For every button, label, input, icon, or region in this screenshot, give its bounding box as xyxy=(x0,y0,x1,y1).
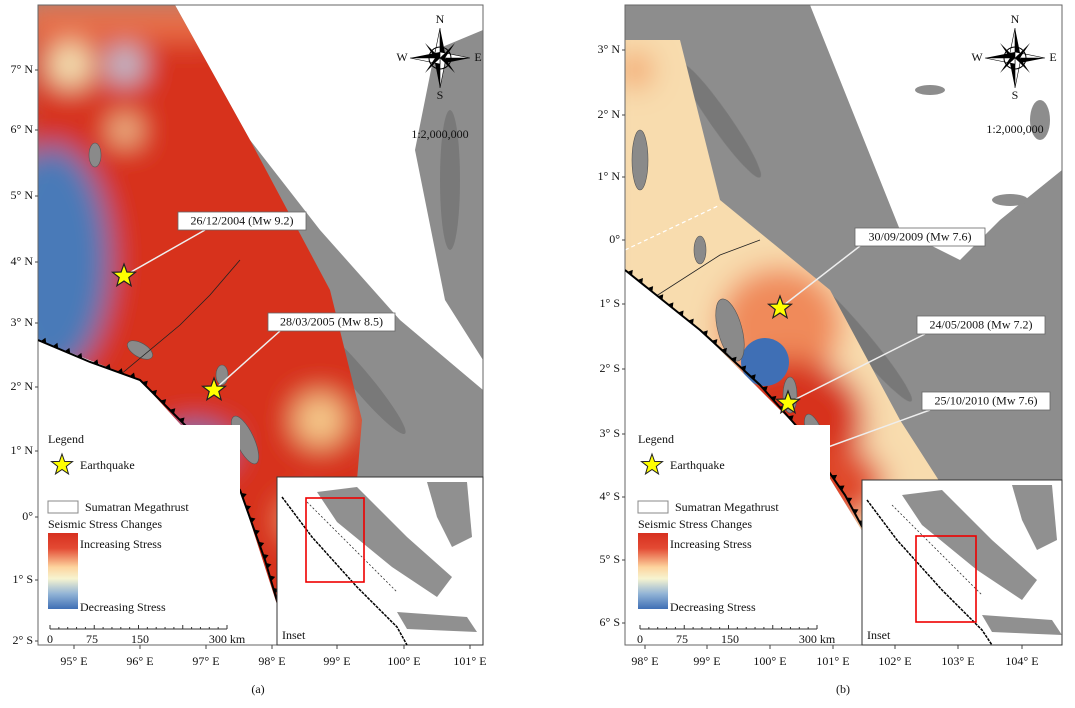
lat-label: 2° S xyxy=(600,361,620,375)
legend-gradient xyxy=(638,533,668,609)
lat-label: 2° N xyxy=(598,107,621,121)
lat-label: 1° N xyxy=(598,169,621,183)
lon-label: 97° E xyxy=(192,654,219,668)
lon-label: 99° E xyxy=(693,654,720,668)
lon-label: 101° E xyxy=(816,654,849,668)
lat-label: 1° N xyxy=(11,443,34,457)
legend-megathrust-swatch xyxy=(638,501,668,513)
event-label: 26/12/2004 (Mw 9.2) xyxy=(191,213,294,227)
lat-label: 6° S xyxy=(600,615,620,629)
legend-title: Legend xyxy=(48,432,84,446)
scale-ratio: 1:2,000,000 xyxy=(986,122,1043,136)
scale-label: 150 xyxy=(131,632,149,646)
lon-label: 101° E xyxy=(453,654,486,668)
scale-label: 75 xyxy=(86,632,98,646)
legend-megathrust-swatch xyxy=(48,501,78,513)
lon-label: 100° E xyxy=(387,654,420,668)
legend-gradient xyxy=(48,533,78,609)
scale-label: 75 xyxy=(676,632,688,646)
lat-label: 3° N xyxy=(11,315,34,329)
panel-caption: (b) xyxy=(836,682,850,696)
lat-label: 4° N xyxy=(11,254,34,268)
inset-label: Inset xyxy=(867,628,891,642)
lat-label: 5° N xyxy=(11,188,34,202)
legend-earthquake: Earthquake xyxy=(670,458,725,472)
compass-e: E xyxy=(1049,50,1056,64)
compass-s: S xyxy=(437,88,444,102)
event-label: 24/05/2008 (Mw 7.2) xyxy=(930,317,1033,331)
event-label: 25/10/2010 (Mw 7.6) xyxy=(935,393,1038,407)
lon-label: 98° E xyxy=(258,654,285,668)
scale-label: 0 xyxy=(47,632,53,646)
lat-label: 2° S xyxy=(13,633,33,647)
compass-n: N xyxy=(436,12,445,26)
inset-label: Inset xyxy=(282,628,306,642)
lon-label: 95° E xyxy=(60,654,87,668)
legend-increasing: Increasing Stress xyxy=(670,537,752,551)
lon-label: 96° E xyxy=(126,654,153,668)
lat-label: 2° N xyxy=(11,379,34,393)
inset-map xyxy=(277,477,483,645)
lat-label: 6° N xyxy=(11,122,34,136)
compass-w: W xyxy=(971,50,983,64)
lat-label: 5° S xyxy=(600,552,620,566)
compass-s: S xyxy=(1012,88,1019,102)
legend-title: Legend xyxy=(638,432,674,446)
lon-label: 98° E xyxy=(631,654,658,668)
lon-label: 102° E xyxy=(878,654,911,668)
compass-n: N xyxy=(1011,12,1020,26)
compass-w: W xyxy=(396,50,408,64)
legend-stress-title: Seismic Stress Changes xyxy=(638,517,752,531)
scale-label: 300 km xyxy=(799,632,836,646)
compass-e: E xyxy=(474,50,481,64)
lat-label: 1° S xyxy=(13,572,33,586)
lon-label: 103° E xyxy=(941,654,974,668)
lat-label: 3° N xyxy=(598,42,621,56)
inset-map xyxy=(862,480,1062,645)
lat-label: 3° S xyxy=(600,426,620,440)
event-label: 28/03/2005 (Mw 8.5) xyxy=(280,314,383,328)
lat-label: 0° xyxy=(22,509,33,523)
lat-label: 4° S xyxy=(600,489,620,503)
scale-label: 300 km xyxy=(209,632,246,646)
figure: 7° N 6° N 5° N 4° N 3° N 2° N 1° N 0° 1° S 2° S 95… xyxy=(0,0,1075,708)
lon-label: 99° E xyxy=(323,654,350,668)
legend-increasing: Increasing Stress xyxy=(80,537,162,551)
lat-label: 7° N xyxy=(11,62,34,76)
event-label: 30/09/2009 (Mw 7.6) xyxy=(869,229,972,243)
lat-label: 1° S xyxy=(600,296,620,310)
panel-caption: (a) xyxy=(251,682,264,696)
legend-decreasing: Decreasing Stress xyxy=(670,600,756,614)
legend-megathrust: Sumatran Megathrust xyxy=(85,500,189,514)
lat-label: 0° xyxy=(609,232,620,246)
scale-label: 0 xyxy=(637,632,643,646)
legend-stress-title: Seismic Stress Changes xyxy=(48,517,162,531)
legend-earthquake: Earthquake xyxy=(80,458,135,472)
legend-megathrust: Sumatran Megathrust xyxy=(675,500,779,514)
scale-label: 150 xyxy=(721,632,739,646)
legend-decreasing: Decreasing Stress xyxy=(80,600,166,614)
lon-label: 100° E xyxy=(753,654,786,668)
lon-label: 104° E xyxy=(1005,654,1038,668)
scale-ratio: 1:2,000,000 xyxy=(411,127,468,141)
